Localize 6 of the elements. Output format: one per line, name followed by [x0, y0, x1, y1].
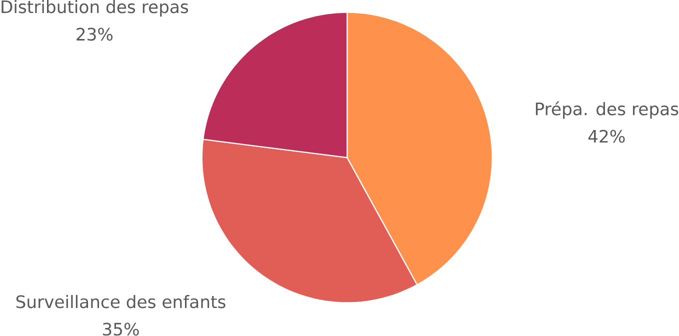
data-label: 35%: [102, 322, 139, 336]
slice-label: Prépa. des repas: [536, 102, 678, 119]
slice-label: Surveillance des enfants: [16, 295, 226, 308]
slice-label: Distribution des repas: [2, 0, 188, 17]
data-label: 23%: [76, 28, 113, 41]
data-label: 42%: [588, 130, 625, 143]
